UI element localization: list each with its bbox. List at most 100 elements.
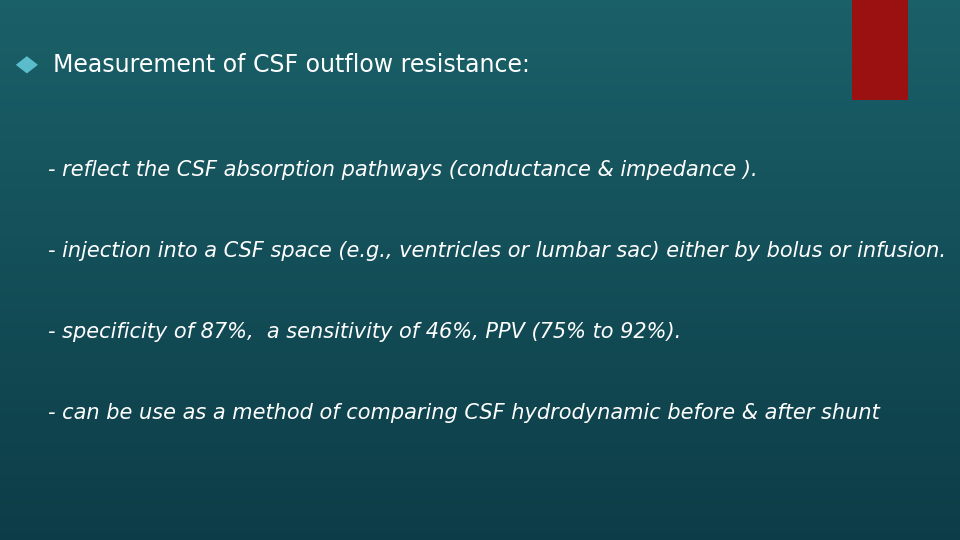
- Bar: [0, 154, 960, 157]
- Bar: [0, 289, 960, 292]
- Bar: [0, 100, 960, 103]
- Bar: [0, 89, 960, 92]
- Bar: [0, 475, 960, 478]
- Bar: [0, 38, 960, 40]
- Bar: [0, 40, 960, 43]
- Bar: [0, 8, 960, 11]
- Bar: [0, 235, 960, 238]
- Bar: [0, 159, 960, 162]
- Bar: [0, 348, 960, 351]
- Bar: [0, 421, 960, 424]
- Bar: [0, 305, 960, 308]
- Text: - can be use as a method of comparing CSF hydrodynamic before & after shunt: - can be use as a method of comparing CS…: [48, 403, 879, 423]
- Bar: [0, 46, 960, 49]
- Bar: [0, 92, 960, 94]
- Bar: [0, 146, 960, 148]
- Bar: [0, 435, 960, 437]
- Bar: [0, 246, 960, 248]
- Bar: [0, 213, 960, 216]
- Bar: [0, 316, 960, 319]
- Bar: [0, 294, 960, 297]
- Bar: [0, 321, 960, 324]
- Bar: [0, 70, 960, 73]
- Bar: [0, 200, 960, 202]
- Bar: [0, 11, 960, 14]
- Bar: [0, 491, 960, 494]
- Bar: [0, 418, 960, 421]
- Bar: [0, 508, 960, 510]
- Bar: [0, 362, 960, 364]
- Bar: [0, 243, 960, 246]
- Text: Measurement of CSF outflow resistance:: Measurement of CSF outflow resistance:: [53, 53, 530, 77]
- Bar: [0, 392, 960, 394]
- Bar: [0, 275, 960, 278]
- Bar: [0, 359, 960, 362]
- Bar: [0, 113, 960, 116]
- Bar: [0, 343, 960, 346]
- Bar: [0, 313, 960, 316]
- Bar: [0, 16, 960, 19]
- Bar: [0, 478, 960, 481]
- Bar: [0, 464, 960, 467]
- Bar: [0, 459, 960, 462]
- Bar: [0, 302, 960, 305]
- Bar: [0, 413, 960, 416]
- Bar: [0, 424, 960, 427]
- Bar: [0, 437, 960, 440]
- Bar: [0, 59, 960, 62]
- Bar: [0, 483, 960, 486]
- Bar: [0, 308, 960, 310]
- Bar: [0, 338, 960, 340]
- Bar: [0, 76, 960, 78]
- Bar: [0, 0, 960, 3]
- Bar: [0, 103, 960, 105]
- Bar: [0, 381, 960, 383]
- Bar: [0, 127, 960, 130]
- Bar: [0, 227, 960, 229]
- Bar: [0, 537, 960, 540]
- Bar: [0, 119, 960, 122]
- Bar: [0, 132, 960, 135]
- Text: - specificity of 87%,  a sensitivity of 46%, PPV (75% to 92%).: - specificity of 87%, a sensitivity of 4…: [48, 322, 682, 342]
- Bar: [0, 24, 960, 27]
- Bar: [0, 251, 960, 254]
- Bar: [0, 408, 960, 410]
- Bar: [0, 240, 960, 243]
- Bar: [0, 397, 960, 400]
- Bar: [0, 167, 960, 170]
- Bar: [0, 170, 960, 173]
- Bar: [0, 481, 960, 483]
- Bar: [0, 319, 960, 321]
- Bar: [0, 524, 960, 526]
- Bar: [0, 310, 960, 313]
- Bar: [0, 432, 960, 435]
- Bar: [0, 219, 960, 221]
- Bar: [0, 267, 960, 270]
- Bar: [0, 346, 960, 348]
- Bar: [0, 265, 960, 267]
- Bar: [0, 324, 960, 327]
- Bar: [0, 262, 960, 265]
- Bar: [0, 532, 960, 535]
- Bar: [0, 526, 960, 529]
- Bar: [0, 19, 960, 22]
- Bar: [0, 448, 960, 451]
- Bar: [0, 373, 960, 375]
- Bar: [0, 400, 960, 402]
- Bar: [0, 472, 960, 475]
- Bar: [0, 224, 960, 227]
- Bar: [0, 57, 960, 59]
- Bar: [0, 62, 960, 65]
- Bar: [852, 0, 908, 100]
- Bar: [0, 284, 960, 286]
- Bar: [0, 54, 960, 57]
- Bar: [0, 254, 960, 256]
- Bar: [0, 513, 960, 516]
- Bar: [0, 22, 960, 24]
- Bar: [0, 521, 960, 524]
- Bar: [0, 378, 960, 381]
- Bar: [0, 340, 960, 343]
- Bar: [0, 494, 960, 497]
- Bar: [0, 332, 960, 335]
- Bar: [0, 389, 960, 392]
